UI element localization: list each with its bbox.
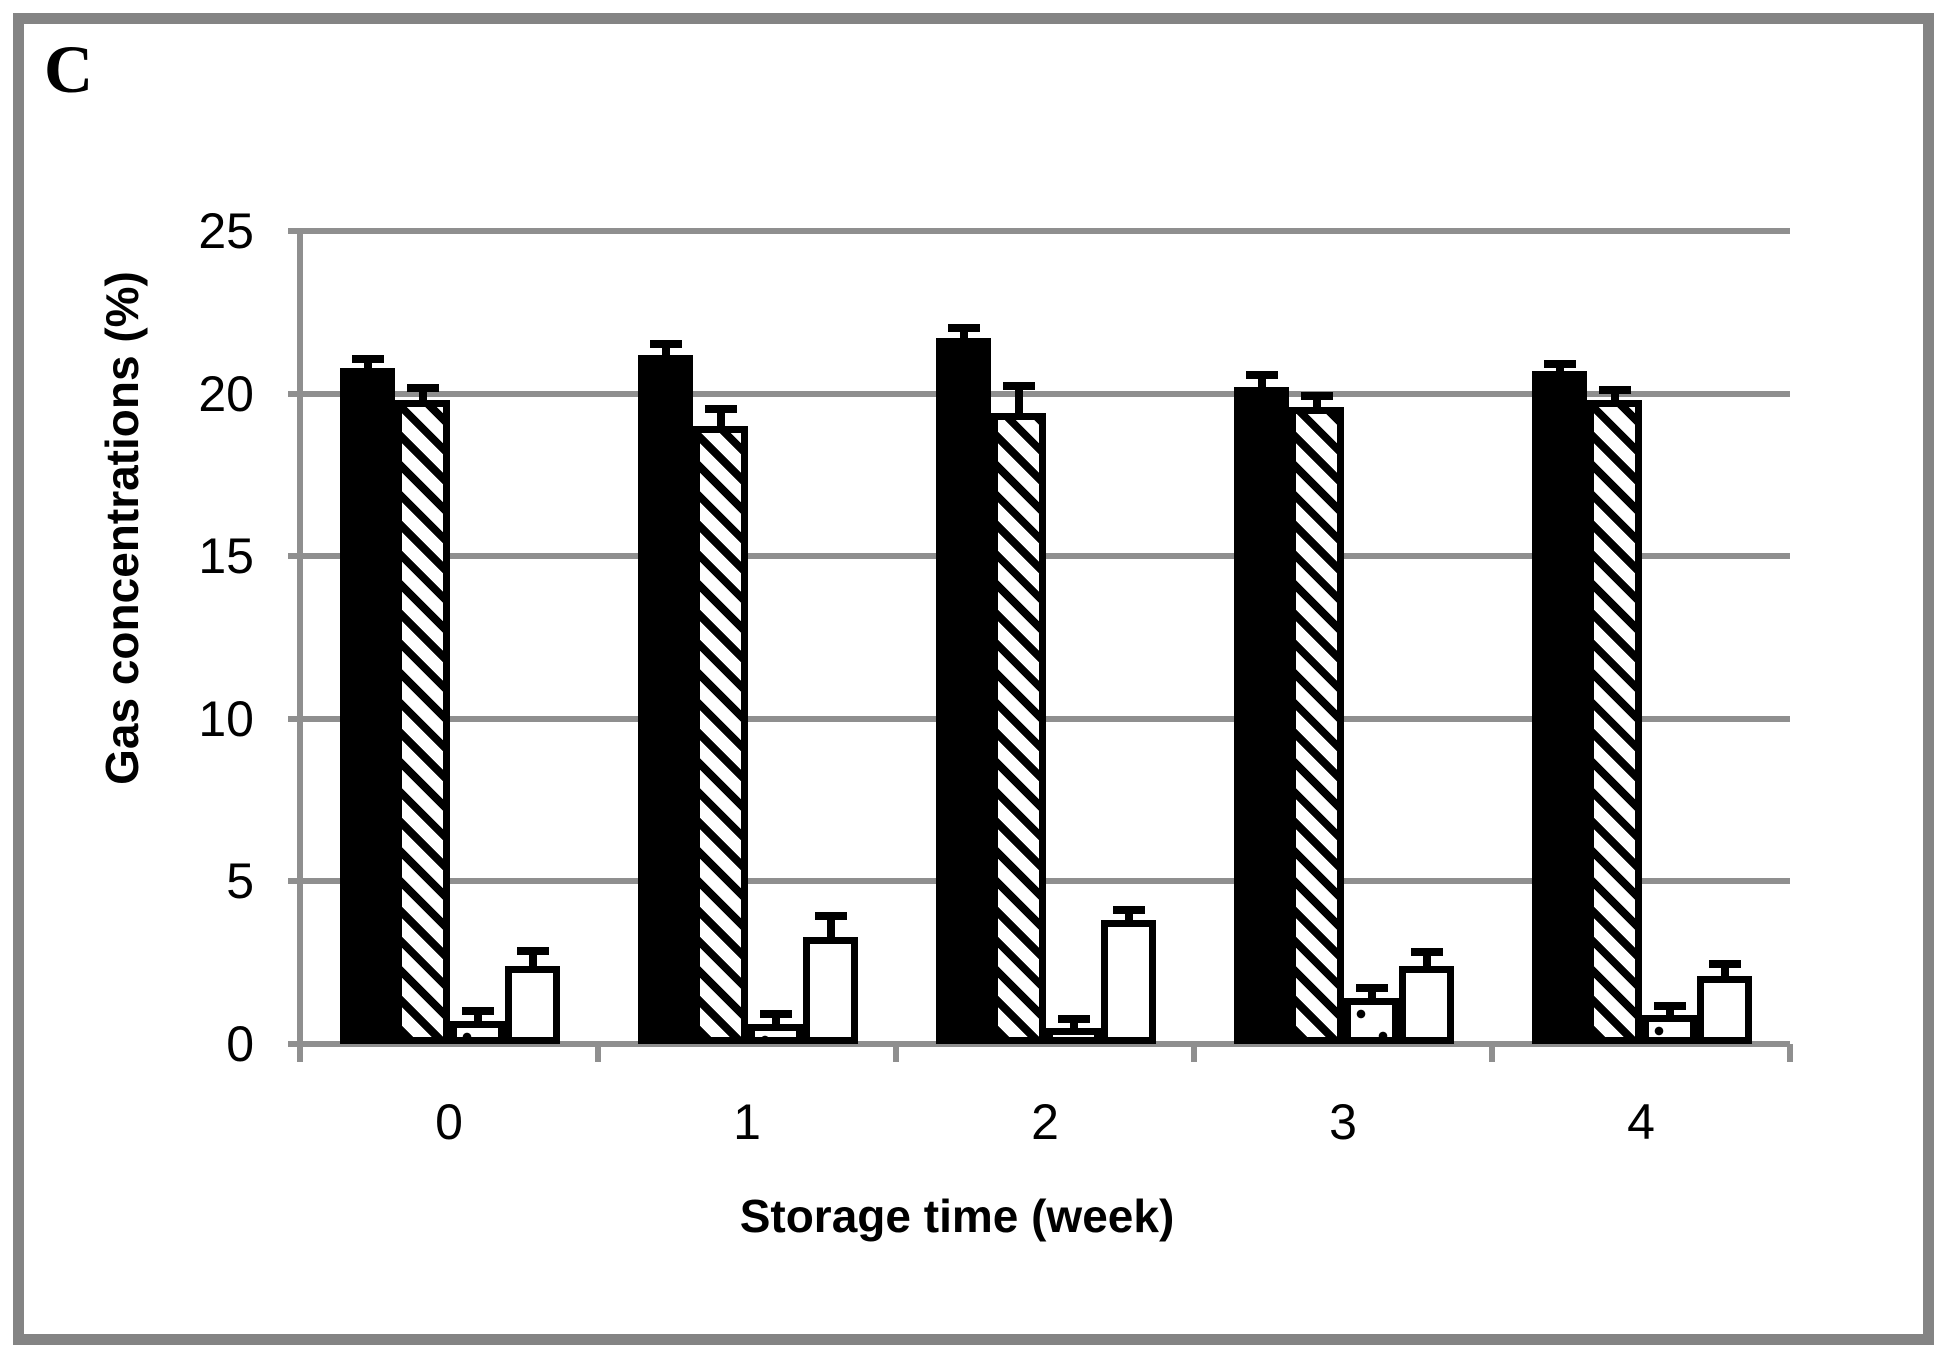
gridline-0 bbox=[288, 1041, 1790, 1047]
error-bar-cap bbox=[1355, 983, 1388, 992]
bar-week0-diagonal-hatch-bar bbox=[395, 400, 450, 1044]
error-bar-stem bbox=[1312, 400, 1321, 411]
error-bar-stem bbox=[363, 362, 372, 372]
x-axis-title: Storage time (week) bbox=[739, 1190, 1175, 1242]
y-tick-label: 10 bbox=[198, 690, 254, 747]
error-bar-cap bbox=[1112, 905, 1145, 914]
error-bar-stem bbox=[1124, 913, 1133, 925]
error-bar-stem bbox=[473, 1014, 482, 1026]
error-bar-stem bbox=[1014, 390, 1023, 418]
bar-week0-solid-black-bar bbox=[340, 367, 395, 1044]
error-bar-cap bbox=[947, 323, 980, 332]
y-tick-label: 25 bbox=[198, 203, 254, 259]
y-tick-label: 0 bbox=[226, 1016, 254, 1072]
x-tick-label: 4 bbox=[1627, 1094, 1655, 1150]
error-bar-stem bbox=[1665, 1009, 1674, 1019]
x-tick-label: 1 bbox=[733, 1094, 761, 1150]
bar-week1-solid-black-bar bbox=[638, 354, 693, 1044]
error-bar-cap bbox=[1708, 959, 1741, 968]
error-bar-cap bbox=[1598, 385, 1631, 394]
x-axis-tick bbox=[297, 1044, 303, 1062]
error-bar-stem bbox=[528, 954, 537, 970]
error-bar-cap bbox=[704, 405, 737, 414]
x-axis-tick bbox=[595, 1044, 601, 1062]
error-bar-cap bbox=[1245, 370, 1278, 379]
bar-week3-dotted-bar bbox=[1344, 998, 1399, 1044]
gridline-20 bbox=[288, 390, 1790, 397]
error-bar-cap bbox=[759, 1009, 792, 1018]
x-axis-tick bbox=[1489, 1044, 1495, 1062]
error-bar-stem bbox=[826, 920, 835, 941]
bar-week4-diagonal-hatch-bar bbox=[1587, 400, 1642, 1044]
error-bar-stem bbox=[771, 1017, 780, 1029]
error-bar-cap bbox=[814, 912, 847, 921]
bar-week4-white-bar bbox=[1697, 975, 1752, 1044]
error-bar-stem bbox=[1610, 393, 1619, 405]
error-bar-stem bbox=[1555, 367, 1564, 375]
error-bar-cap bbox=[351, 354, 384, 363]
bar-week4-solid-black-bar bbox=[1532, 370, 1587, 1044]
error-bar-stem bbox=[1069, 1022, 1078, 1032]
x-axis-tick bbox=[893, 1044, 899, 1062]
error-bar-cap bbox=[1410, 948, 1443, 957]
bar-week4-dotted-bar bbox=[1642, 1014, 1697, 1044]
x-axis-tick bbox=[1787, 1044, 1793, 1062]
x-tick-label: 0 bbox=[435, 1094, 463, 1150]
bar-week2-solid-black-bar bbox=[936, 338, 991, 1044]
x-axis-tick bbox=[1191, 1044, 1197, 1062]
panel-label: C bbox=[44, 31, 94, 107]
error-bar-stem bbox=[1720, 967, 1729, 980]
bar-week2-white-bar bbox=[1101, 920, 1156, 1044]
error-bar-cap bbox=[1300, 392, 1333, 401]
figure-border-frame bbox=[13, 13, 1934, 1345]
error-bar-stem bbox=[959, 331, 968, 343]
error-bar-stem bbox=[418, 391, 427, 405]
error-bar-stem bbox=[716, 413, 725, 431]
bar-week1-diagonal-hatch-bar bbox=[693, 426, 748, 1044]
bar-week3-white-bar bbox=[1399, 965, 1454, 1044]
error-bar-cap bbox=[1057, 1014, 1090, 1023]
error-bar-stem bbox=[1367, 991, 1376, 1003]
error-bar-stem bbox=[1422, 956, 1431, 970]
error-bar-cap bbox=[516, 946, 549, 955]
y-tick-label: 5 bbox=[226, 853, 254, 910]
y-tick-label: 20 bbox=[198, 365, 254, 422]
x-tick-label: 3 bbox=[1329, 1094, 1357, 1150]
error-bar-cap bbox=[1653, 1001, 1686, 1010]
bar-week3-solid-black-bar bbox=[1234, 387, 1289, 1044]
gridline-25 bbox=[288, 228, 1790, 234]
bar-week0-white-bar bbox=[505, 965, 560, 1044]
error-bar-cap bbox=[406, 383, 439, 392]
error-bar-cap bbox=[1543, 359, 1576, 368]
y-tick-label: 15 bbox=[198, 528, 254, 585]
x-tick-label: 2 bbox=[1031, 1094, 1059, 1150]
error-bar-stem bbox=[661, 348, 670, 359]
error-bar-cap bbox=[1002, 382, 1035, 391]
error-bar-stem bbox=[1257, 378, 1266, 392]
bar-week2-diagonal-hatch-bar bbox=[991, 413, 1046, 1044]
bar-week1-white-bar bbox=[803, 936, 858, 1044]
error-bar-cap bbox=[461, 1006, 494, 1015]
error-bar-cap bbox=[649, 340, 682, 349]
bar-week3-diagonal-hatch-bar bbox=[1289, 406, 1344, 1044]
y-axis-line bbox=[297, 231, 303, 1062]
